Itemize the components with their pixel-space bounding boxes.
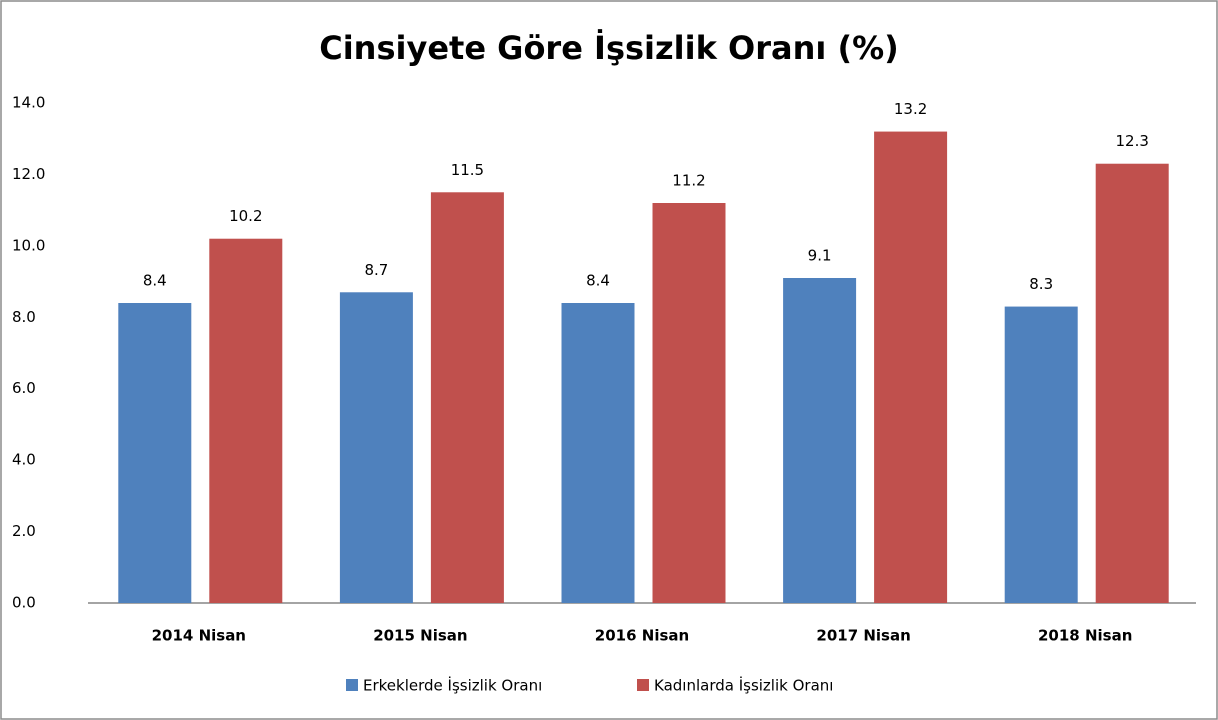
bar (209, 238, 283, 603)
y-tick-label: 6.0 (12, 379, 36, 397)
bar (1004, 306, 1078, 603)
data-label: 9.1 (808, 247, 832, 265)
x-tick-label: 2018 Nisan (1038, 627, 1132, 645)
bar (561, 303, 635, 603)
legend-label: Erkeklerde İşsizlik Oranı (363, 676, 542, 695)
data-label: 8.3 (1029, 275, 1053, 293)
x-tick-label: 2015 Nisan (373, 627, 467, 645)
data-label: 11.2 (672, 172, 705, 190)
x-tick-label: 2016 Nisan (595, 627, 689, 645)
data-label: 8.4 (143, 272, 167, 290)
bar (430, 192, 504, 604)
data-label: 8.4 (586, 272, 610, 290)
bar (118, 303, 192, 603)
data-label: 10.2 (229, 207, 262, 225)
bar (874, 131, 948, 604)
bar (1095, 163, 1169, 603)
x-tick-label: 2017 Nisan (816, 627, 910, 645)
data-label: 11.5 (451, 161, 484, 179)
data-label: 8.7 (364, 261, 388, 279)
chart-title: Cinsiyete Göre İşsizlik Oranı (%) (319, 29, 899, 67)
y-tick-label: 10.0 (12, 236, 45, 254)
y-tick-label: 2.0 (12, 522, 36, 540)
data-label: 13.2 (894, 100, 927, 118)
legend-label: Kadınlarda İşsizlik Oranı (654, 676, 833, 695)
y-tick-label: 14.0 (12, 94, 45, 112)
y-tick-label: 8.0 (12, 308, 36, 326)
x-tick-label: 2014 Nisan (152, 627, 246, 645)
bar (652, 203, 726, 603)
legend-swatch (346, 679, 358, 691)
data-label: 12.3 (1115, 132, 1148, 150)
y-tick-label: 4.0 (12, 451, 36, 469)
y-tick-label: 0.0 (12, 594, 36, 612)
bar (339, 292, 413, 603)
legend-swatch (637, 679, 649, 691)
bar (783, 278, 857, 603)
y-tick-label: 12.0 (12, 165, 45, 183)
